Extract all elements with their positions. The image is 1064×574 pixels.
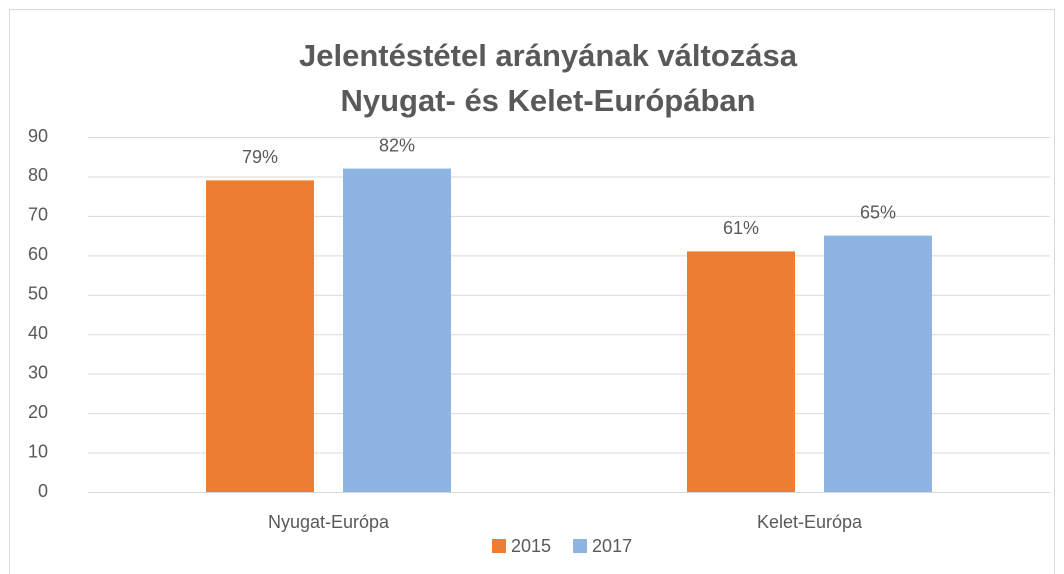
chart-title: Nyugat- és Kelet-Európában xyxy=(340,83,755,118)
chart-title: Jelentéstétel arányának változása xyxy=(299,38,798,73)
y-tick-label: 40 xyxy=(28,323,48,343)
bar xyxy=(687,251,795,492)
legend-swatch xyxy=(492,539,506,553)
y-tick-label: 60 xyxy=(28,244,48,264)
y-tick-label: 80 xyxy=(28,165,48,185)
y-tick-label: 0 xyxy=(38,481,48,501)
y-tick-label: 90 xyxy=(28,126,48,146)
legend-label: 2015 xyxy=(511,536,551,556)
y-tick-label: 10 xyxy=(28,441,48,461)
bar xyxy=(343,168,451,493)
x-tick-label: Kelet-Európa xyxy=(757,512,863,532)
x-tick-label: Nyugat-Európa xyxy=(268,512,390,532)
data-label: 61% xyxy=(723,218,759,238)
data-label: 79% xyxy=(242,147,278,167)
legend-label: 2017 xyxy=(592,536,632,556)
y-tick-label: 30 xyxy=(28,362,48,382)
bar xyxy=(206,180,314,492)
data-label: 65% xyxy=(860,202,896,222)
bar xyxy=(824,235,932,492)
legend-swatch xyxy=(573,539,588,553)
y-tick-label: 50 xyxy=(28,284,48,304)
y-tick-label: 20 xyxy=(28,402,48,422)
y-tick-label: 70 xyxy=(28,205,48,225)
data-label: 82% xyxy=(379,135,415,155)
